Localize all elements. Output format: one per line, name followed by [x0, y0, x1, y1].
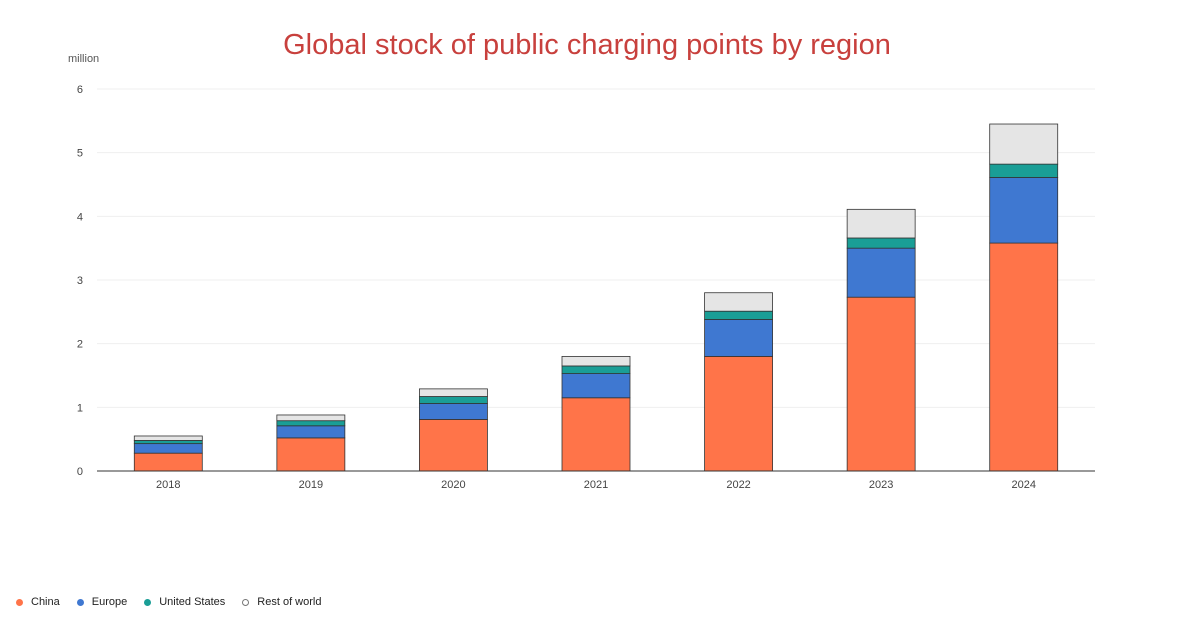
x-tick-label: 2021 [584, 479, 608, 491]
x-tick-label: 2018 [156, 479, 180, 491]
legend-item-united-states[interactable]: United States [144, 596, 225, 608]
bar-europe-2024[interactable] [989, 177, 1059, 244]
y-tick-label: 3 [77, 275, 83, 287]
gridlines [97, 88, 1095, 408]
y-tick-label: 6 [77, 84, 83, 96]
bar-united-states-2021[interactable] [561, 365, 631, 374]
bar-europe-2020[interactable] [419, 403, 488, 420]
axes: 0 1 2 3 4 5 6 2018 2019 2020 2021 2022 2023 2024 [77, 84, 1095, 491]
bars [133, 123, 1059, 472]
bar-europe-2018[interactable] [133, 443, 203, 454]
legend-item-europe[interactable]: Europe [76, 596, 128, 608]
bar-united-states-2018[interactable] [133, 440, 203, 445]
bar-rest-of-world-2021[interactable] [561, 355, 631, 367]
bar-rest-of-world-2019[interactable] [276, 414, 346, 422]
bar-united-states-2023[interactable] [846, 237, 916, 249]
bar-china-2023[interactable] [846, 296, 916, 472]
bar-united-states-2024[interactable] [989, 163, 1059, 178]
bar-europe-2023[interactable] [846, 247, 916, 298]
y-tick-label: 1 [77, 402, 83, 414]
bar-europe-2021[interactable] [561, 373, 631, 399]
legend-item-rest-of-world[interactable]: Rest of world [242, 596, 321, 608]
bar-europe-2019[interactable] [276, 425, 346, 439]
legend-item-china[interactable]: China [16, 596, 60, 608]
bar-united-states-2019[interactable] [276, 420, 346, 427]
x-tick-label: 2020 [441, 479, 465, 491]
legend-label-rest-of-world: Rest of world [257, 596, 322, 608]
chart-title: Global stock of public charging points b… [283, 29, 891, 61]
y-axis-unit-label: million [68, 53, 99, 65]
bar-china-2021[interactable] [561, 397, 631, 472]
bar-rest-of-world-2018[interactable] [133, 435, 203, 441]
legend-swatch-united-states [144, 598, 152, 606]
legend: China Europe United States Rest of world [16, 596, 338, 608]
legend-swatch-europe [76, 598, 84, 606]
legend-swatch-china [16, 598, 23, 606]
bar-rest-of-world-2020[interactable] [419, 388, 488, 397]
bar-rest-of-world-2022[interactable] [704, 292, 773, 312]
y-tick-label: 0 [77, 466, 83, 478]
legend-swatch-rest-of-world [242, 598, 250, 606]
y-tick-label: 4 [77, 211, 83, 223]
y-tick-label: 2 [77, 339, 83, 351]
y-tick-label: 5 [77, 148, 83, 160]
bar-china-2022[interactable] [704, 355, 773, 472]
x-tick-label: 2024 [1011, 479, 1035, 491]
x-tick-label: 2022 [726, 479, 750, 491]
bar-rest-of-world-2023[interactable] [846, 208, 916, 239]
bar-rest-of-world-2024[interactable] [989, 123, 1059, 165]
bar-china-2019[interactable] [276, 437, 346, 472]
bar-united-states-2020[interactable] [419, 396, 488, 404]
bar-china-2018[interactable] [133, 452, 203, 472]
x-tick-label: 2019 [299, 479, 323, 491]
bar-china-2024[interactable] [989, 242, 1059, 472]
legend-label-europe: Europe [91, 596, 128, 608]
x-tick-label: 2023 [869, 479, 893, 491]
bar-europe-2022[interactable] [704, 319, 773, 357]
bar-united-states-2022[interactable] [704, 310, 773, 320]
legend-label-united-states: United States [159, 596, 226, 608]
legend-label-china: China [31, 596, 60, 608]
bar-china-2020[interactable] [419, 419, 488, 472]
